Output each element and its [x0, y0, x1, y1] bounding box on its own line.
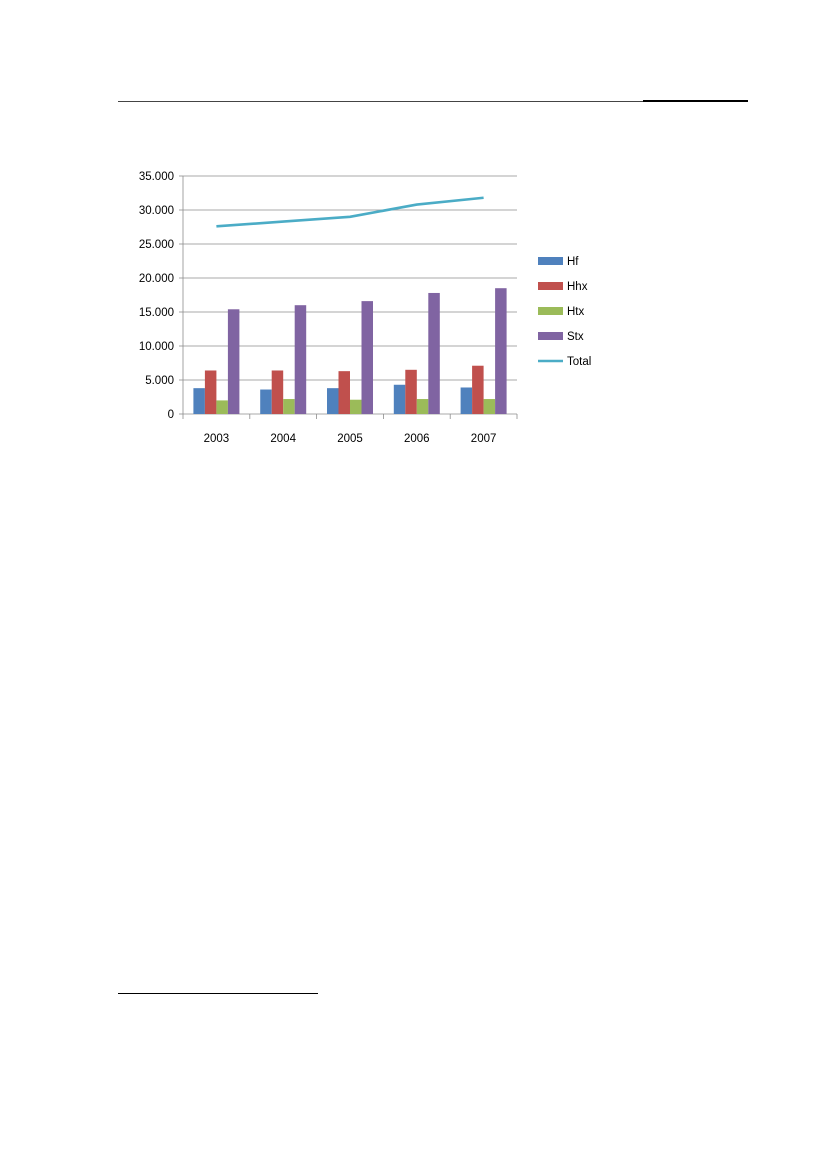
x-tick-label: 2007: [471, 433, 497, 445]
line-total: [216, 196, 484, 228]
legend-swatch-htx: [538, 307, 563, 315]
bar-stx-2006: [428, 292, 440, 414]
x-tick-label: 2003: [204, 433, 230, 445]
total-line: [216, 196, 484, 228]
bar-stx-2003: [227, 309, 240, 414]
bar-htx-2005: [350, 399, 362, 414]
legend-swatch-hhx: [538, 282, 563, 290]
x-tick-label: 2006: [404, 433, 430, 445]
legend-label-hf: Hf: [567, 256, 579, 268]
legend-label-total: Total: [567, 356, 591, 368]
bar-hhx-2003: [204, 370, 217, 414]
legend: Hf Hhx Htx Stx Total: [538, 256, 591, 368]
bar-hhx-2004: [271, 370, 284, 414]
legend-label-htx: Htx: [567, 306, 585, 318]
bar-hf-2003: [193, 388, 205, 414]
bar-hhx-2007: [472, 365, 484, 414]
legend-label-stx: Stx: [567, 331, 584, 343]
y-tick-label: 25.000: [139, 239, 174, 251]
x-axis: 2003 2004 2005 2006 2007: [182, 413, 518, 445]
footnote-rule: [118, 993, 318, 994]
bar-hhx-2005: [338, 371, 350, 414]
bar-hf-2006: [393, 384, 406, 414]
y-tick-label: 15.000: [139, 307, 174, 319]
bar-htx-2004: [283, 399, 295, 414]
bar-hhx-2006: [405, 369, 417, 414]
bar-htx-2006: [416, 399, 429, 414]
legend-swatch-stx: [538, 332, 563, 340]
bar-hf-2004: [260, 389, 272, 414]
y-tick-label: 20.000: [139, 273, 174, 285]
y-tick-label: 5.000: [145, 375, 174, 387]
y-axis-ticks: 0 5.000 10.000 15.000 20.000 25.000 30.000 35.0…: [139, 171, 184, 421]
header-rule-accent: [643, 100, 748, 102]
legend-label-hhx: Hhx: [567, 281, 588, 293]
y-tick-label: 35.000: [139, 171, 174, 183]
bar-htx-2007: [483, 399, 496, 414]
header-rule: [118, 101, 748, 102]
x-tick-label: 2005: [337, 433, 363, 445]
x-tick-label: 2004: [270, 433, 296, 445]
legend-swatch-hf: [538, 257, 563, 265]
bar-hf-2007: [460, 387, 473, 414]
bars: [193, 288, 507, 414]
y-tick-label: 0: [168, 409, 174, 421]
bar-hf-2005: [327, 388, 339, 414]
bar-stx-2004: [294, 305, 307, 414]
y-tick-label: 30.000: [139, 205, 174, 217]
bar-stx-2005: [361, 301, 373, 414]
bar-htx-2003: [216, 400, 228, 414]
y-tick-label: 10.000: [139, 341, 174, 353]
bar-stx-2007: [495, 288, 507, 414]
